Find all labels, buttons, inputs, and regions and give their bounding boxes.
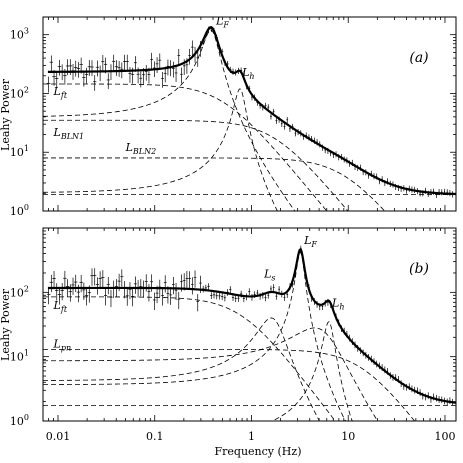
component-label-lf: LF [303, 234, 317, 249]
panel-tag: (b) [409, 261, 429, 277]
y-tick-label: 100 [10, 413, 29, 428]
x-tick-label: 1 [248, 430, 255, 443]
component-label-lft: Lft [53, 85, 68, 100]
y-tick-label: 103 [10, 27, 29, 42]
y-tick-label: 100 [10, 203, 29, 218]
y-tick-label: 102 [10, 284, 29, 299]
x-tick-label: 0.1 [146, 430, 164, 443]
panel-frame [42, 227, 457, 422]
component-curve-shoulder [43, 327, 403, 422]
component-label-lpn: Lpn [53, 337, 72, 352]
x-tick-label: 100 [434, 430, 455, 443]
x-axis-title: Frequency (Hz) [215, 445, 302, 458]
y-tick-label: 102 [10, 85, 29, 100]
component-curve-lft [43, 296, 365, 422]
component-curve-lbln1 [43, 119, 382, 212]
panel-frame [42, 16, 457, 212]
component-curve-lf [42, 29, 325, 212]
component-curve-lpn [43, 348, 446, 422]
y-axis-title-b: Leahy Power [0, 288, 12, 361]
component-curve-lh [42, 88, 300, 212]
component-label-lh: Lh [331, 297, 344, 312]
total-model-line [47, 247, 457, 404]
x-axis: 0.01 0.1 1 10 100 [46, 430, 456, 443]
component-label-lbln1: LBLN1 [53, 126, 85, 141]
total-model-line [47, 26, 457, 196]
panel-b: 100 101 102 Lft Ls LF Lh Lpn (b) [10, 227, 457, 428]
component-curve-lbln2 [43, 157, 420, 212]
component-label-lft: Lft [53, 299, 68, 314]
y-tick-label: 101 [10, 349, 29, 364]
component-label-ls: Ls [263, 268, 275, 283]
panel-tag: (a) [409, 50, 428, 66]
panel-a: 100 101 102 103 Lft LF Lh LBLN1 LBLN2 (a) [10, 14, 457, 218]
component-curve-lh [43, 321, 368, 422]
x-tick-label: 0.01 [46, 430, 71, 443]
y-tick-label: 101 [10, 144, 29, 159]
component-label-lh: Lh [241, 66, 254, 81]
component-curve-lf [43, 251, 367, 422]
component-label-lbln2: LBLN2 [125, 141, 157, 156]
x-tick-label: 10 [341, 430, 355, 443]
component-curve-ls [42, 317, 342, 422]
component-label-lf: LF [215, 14, 229, 29]
component-curve-lft [43, 83, 360, 212]
y-axis-title-a: Leahy Power [0, 78, 12, 151]
